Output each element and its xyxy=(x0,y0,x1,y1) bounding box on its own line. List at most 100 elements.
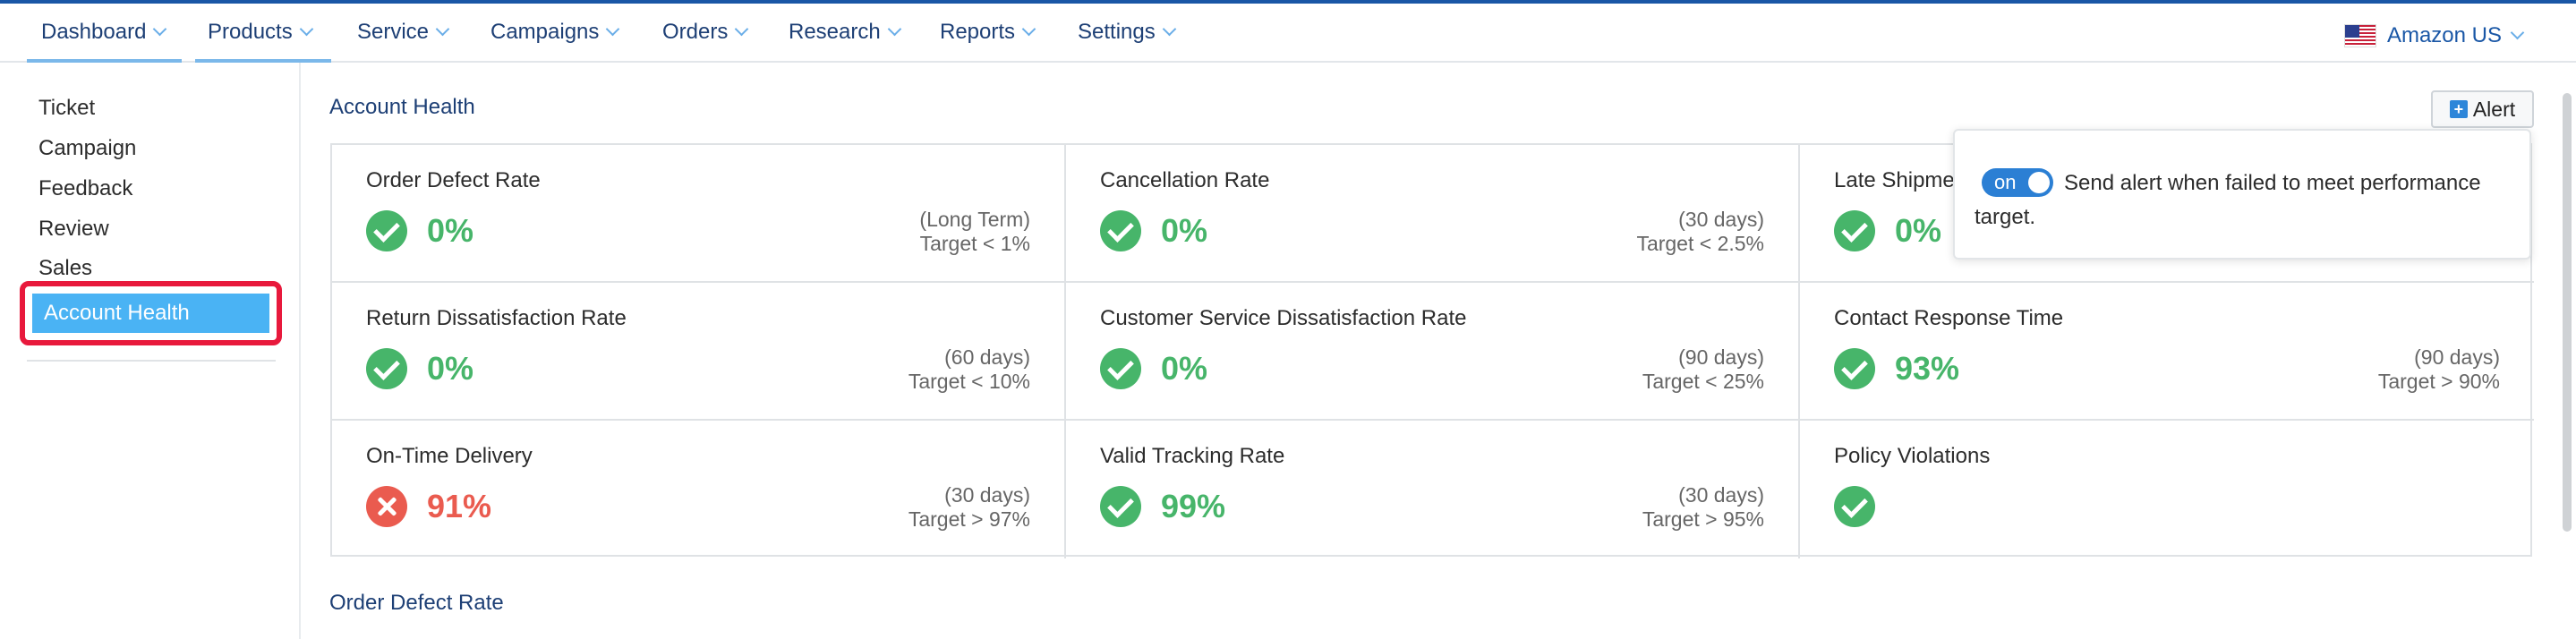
metric-period-range: (30 days) xyxy=(1678,483,1764,507)
sidebar-item-ticket[interactable]: Ticket xyxy=(38,96,96,120)
nav-orders[interactable]: Orders xyxy=(662,4,749,61)
nav-products-label: Products xyxy=(208,20,293,44)
metric-period: (30 days) Target > 95% xyxy=(1642,483,1764,532)
metric-value: 0% xyxy=(1161,350,1208,387)
marketplace-selector[interactable]: Amazon US xyxy=(2343,7,2525,64)
metric-period: (30 days) Target > 97% xyxy=(908,483,1030,532)
metric-card: Return Dissatisfaction Rate 0% (60 days)… xyxy=(332,283,1066,421)
metric-period: (90 days) Target < 25% xyxy=(1642,345,1764,394)
nav-campaigns[interactable]: Campaigns xyxy=(490,4,620,61)
nav-reports-label: Reports xyxy=(940,20,1016,44)
check-circle-icon xyxy=(1834,486,1875,527)
metric-target: Target < 10% xyxy=(908,370,1030,393)
metric-value: 99% xyxy=(1161,488,1226,524)
metric-period: (30 days) Target < 2.5% xyxy=(1636,208,1764,256)
sidebar: Ticket Campaign Feedback Review Sales Ac… xyxy=(0,63,301,639)
check-circle-icon xyxy=(1834,210,1875,251)
nav-products[interactable]: Products xyxy=(208,4,313,61)
check-circle-icon xyxy=(1834,348,1875,389)
metric-period-range: (Long Term) xyxy=(919,208,1030,231)
metric-card: On-Time Delivery 91% (30 days) Target > … xyxy=(332,421,1066,558)
x-circle-icon xyxy=(366,486,407,527)
chevron-down-icon xyxy=(606,21,620,37)
alert-button-label: Alert xyxy=(2472,97,2516,121)
chevron-down-icon xyxy=(1021,21,1036,37)
chevron-down-icon xyxy=(2510,25,2525,40)
metric-card: Cancellation Rate 0% (30 days) Target < … xyxy=(1066,145,1800,283)
alert-toggle[interactable]: on xyxy=(1982,168,2053,197)
marketplace-label: Amazon US xyxy=(2386,23,2502,47)
metric-label: Cancellation Rate xyxy=(1100,168,1270,192)
check-circle-icon xyxy=(366,348,407,389)
nav-service[interactable]: Service xyxy=(357,4,450,61)
chevron-down-icon xyxy=(1162,21,1176,37)
toggle-knob xyxy=(2028,172,2050,193)
metric-target: Target < 25% xyxy=(1642,370,1764,393)
metric-label: Customer Service Dissatisfaction Rate xyxy=(1100,306,1467,330)
check-circle-icon xyxy=(366,210,407,251)
metric-card: Policy Violations xyxy=(1800,421,2534,558)
metric-period: (60 days) Target < 10% xyxy=(908,345,1030,394)
chevron-down-icon xyxy=(153,21,167,37)
nav-dashboard-label: Dashboard xyxy=(41,20,147,44)
nav-research[interactable]: Research xyxy=(789,4,901,61)
check-circle-icon xyxy=(1100,348,1141,389)
chevron-down-icon xyxy=(887,21,901,37)
sidebar-item-sales[interactable]: Sales xyxy=(38,256,93,280)
chevron-down-icon xyxy=(299,21,313,37)
metric-label: Contact Response Time xyxy=(1834,306,2064,330)
nav-dashboard-underline xyxy=(27,59,182,63)
metric-period: (90 days) Target > 90% xyxy=(2378,345,2500,394)
top-navbar: Dashboard Products Service Campaigns Ord… xyxy=(0,4,2576,63)
metric-target: Target < 2.5% xyxy=(1636,232,1764,255)
nav-reports[interactable]: Reports xyxy=(940,4,1036,61)
sidebar-highlight-box: Account Health xyxy=(20,281,282,345)
metric-card: Contact Response Time 93% (90 days) Targ… xyxy=(1800,283,2534,421)
metric-target: Target < 1% xyxy=(919,232,1030,255)
metric-period-range: (90 days) xyxy=(2414,345,2500,369)
nav-campaigns-label: Campaigns xyxy=(490,20,600,44)
metric-value: 0% xyxy=(1161,212,1208,249)
metric-card: Order Defect Rate 0% (Long Term) Target … xyxy=(332,145,1066,283)
page-title: Account Health xyxy=(329,95,475,119)
sidebar-item-review[interactable]: Review xyxy=(38,217,109,241)
top-accent-line xyxy=(0,0,2576,4)
nav-dashboard[interactable]: Dashboard xyxy=(41,4,167,61)
metric-target: Target > 90% xyxy=(2377,370,2500,393)
alert-button[interactable]: + Alert xyxy=(2431,90,2534,128)
sidebar-item-campaign[interactable]: Campaign xyxy=(38,136,137,160)
metric-label: On-Time Delivery xyxy=(366,444,533,468)
chevron-down-icon xyxy=(435,21,450,37)
nav-settings-label: Settings xyxy=(1078,20,1156,44)
metric-label: Return Dissatisfaction Rate xyxy=(366,306,627,330)
metric-period-range: (30 days) xyxy=(944,483,1030,507)
sidebar-item-account-health[interactable]: Account Health xyxy=(32,294,269,333)
metric-label: Order Defect Rate xyxy=(366,168,541,192)
metric-target: Target > 97% xyxy=(908,507,1030,531)
metric-label: Policy Violations xyxy=(1834,444,1991,468)
nav-products-underline xyxy=(195,59,331,63)
nav-settings[interactable]: Settings xyxy=(1078,4,1176,61)
metric-value: 93% xyxy=(1895,350,1960,387)
metric-value: 0% xyxy=(427,350,474,387)
check-circle-icon xyxy=(1100,210,1141,251)
metric-value: 0% xyxy=(1895,212,1942,249)
metric-value: 0% xyxy=(427,212,474,249)
section-title-order-defect-rate: Order Defect Rate xyxy=(329,591,504,615)
us-flag-icon xyxy=(2343,24,2376,47)
check-circle-icon xyxy=(1100,486,1141,527)
vertical-scrollbar[interactable] xyxy=(2563,93,2572,532)
sidebar-divider xyxy=(27,360,276,362)
nav-orders-label: Orders xyxy=(662,20,729,44)
metric-target: Target > 95% xyxy=(1642,507,1764,531)
alert-message: Send alert when failed to meet performan… xyxy=(1975,171,2481,229)
chevron-down-icon xyxy=(735,21,749,37)
metric-card: Valid Tracking Rate 99% (30 days) Target… xyxy=(1066,421,1800,558)
alert-toggle-label: on xyxy=(1994,171,2017,193)
metric-period-range: (60 days) xyxy=(944,345,1030,369)
nav-research-label: Research xyxy=(789,20,881,44)
plus-icon: + xyxy=(2449,100,2468,118)
metric-card: Customer Service Dissatisfaction Rate 0%… xyxy=(1066,283,1800,421)
sidebar-item-feedback[interactable]: Feedback xyxy=(38,176,133,200)
nav-service-label: Service xyxy=(357,20,430,44)
